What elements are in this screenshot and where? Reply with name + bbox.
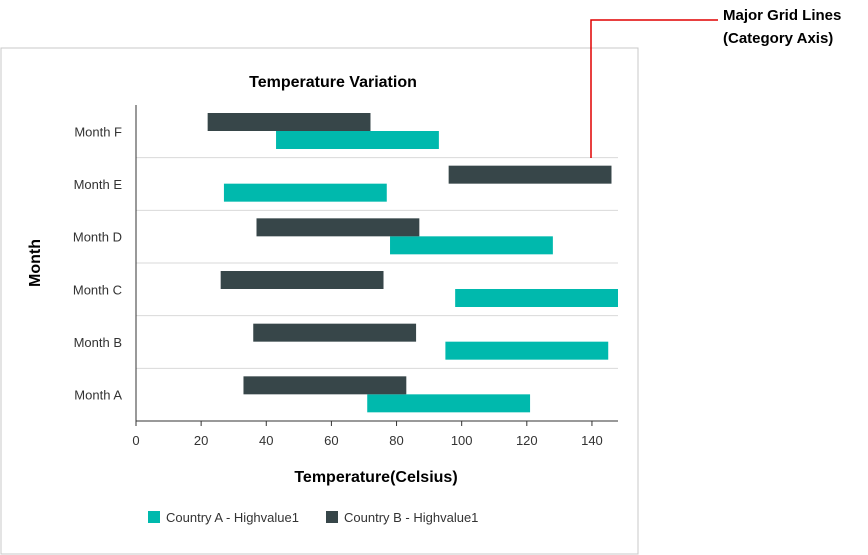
x-tick-label: 80 [389,433,403,448]
x-tick-label: 140 [581,433,603,448]
chart-title: Temperature Variation [249,74,417,91]
bar-country-a-month-e[interactable] [223,183,387,202]
y-tick-label: Month B [74,335,122,350]
bar-country-a-month-b[interactable] [445,341,609,360]
bar-country-b-month-d[interactable] [256,218,420,237]
legend-label-country-a[interactable]: Country A - Highvalue1 [166,510,299,525]
legend[interactable]: Country A - Highvalue1 Country B - Highva… [148,510,478,525]
bar-country-a-month-c[interactable] [455,289,618,307]
bar-country-a-month-f[interactable] [276,131,439,149]
x-tick-label: 0 [132,433,139,448]
bar-country-b-month-f[interactable] [207,113,371,131]
x-tick-label: 120 [516,433,538,448]
y-tick-label: Month F [74,124,122,139]
grid-lines [136,157,618,369]
annotation-line-2: (Category Axis) [723,30,833,47]
legend-swatch-country-b[interactable] [326,511,338,523]
x-tick-label: 100 [451,433,473,448]
bar-country-b-month-e[interactable] [448,165,612,184]
y-tick-label: Month E [74,177,123,192]
y-tick-label: Month A [74,388,122,403]
annotation: Major Grid Lines (Category Axis) [590,7,841,158]
bar-country-b-month-b[interactable] [253,323,417,342]
bar-country-a-month-a[interactable] [367,394,531,413]
y-tick-label: Month D [73,230,122,245]
legend-label-country-b[interactable]: Country B - Highvalue1 [344,510,478,525]
axes: 0 20 40 60 80 100 120 140 Month A Month B Month C M… [73,105,618,448]
annotation-leader-line [590,19,718,158]
legend-swatch-country-a[interactable] [148,511,160,523]
annotation-line-1: Major Grid Lines [723,7,841,24]
x-tick-label: 60 [324,433,338,448]
x-tick-label: 40 [259,433,273,448]
y-axis-title: Month [27,239,44,287]
bar-country-b-month-c[interactable] [220,271,384,289]
bars [207,113,618,413]
x-axis-title: Temperature(Celsius) [294,469,457,486]
y-tick-label: Month C [73,282,122,297]
bar-country-b-month-a[interactable] [243,376,407,395]
bar-country-a-month-d[interactable] [390,236,553,255]
x-tick-label: 20 [194,433,208,448]
